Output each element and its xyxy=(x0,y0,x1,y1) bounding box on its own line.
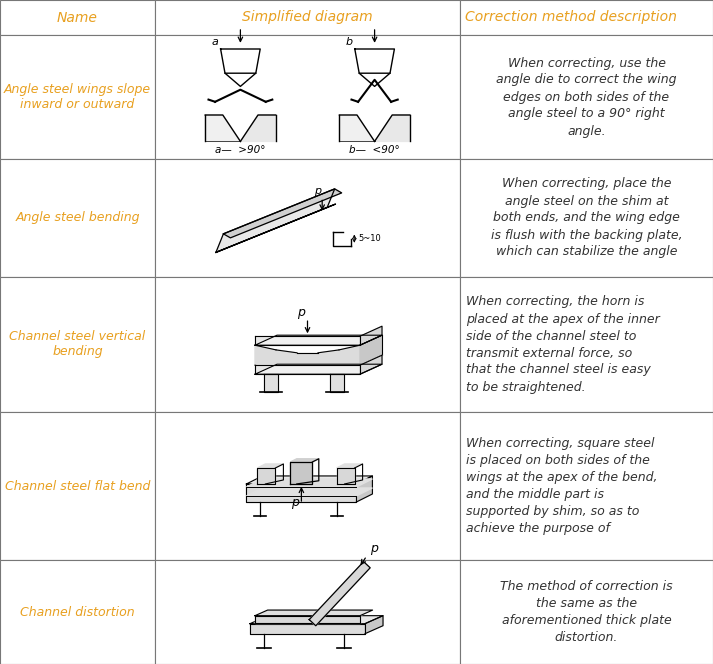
Polygon shape xyxy=(318,350,339,373)
Bar xyxy=(0,560,155,664)
Polygon shape xyxy=(257,468,275,484)
Polygon shape xyxy=(220,49,260,73)
Polygon shape xyxy=(225,73,256,86)
Polygon shape xyxy=(360,326,382,345)
Polygon shape xyxy=(359,73,390,86)
Bar xyxy=(0,277,155,412)
Text: Name: Name xyxy=(57,11,98,25)
Polygon shape xyxy=(290,462,312,484)
Polygon shape xyxy=(216,204,336,252)
Bar xyxy=(460,35,713,159)
Polygon shape xyxy=(309,562,370,625)
Polygon shape xyxy=(247,476,372,484)
Polygon shape xyxy=(355,49,394,73)
Text: When correcting, square steel
is placed on both sides of the
wings at the apex o: When correcting, square steel is placed … xyxy=(466,437,657,535)
Polygon shape xyxy=(339,115,374,141)
Text: Channel distortion: Channel distortion xyxy=(20,606,135,618)
Text: The method of correction is
the same as the
aforementioned thick plate
distortio: The method of correction is the same as … xyxy=(501,580,673,644)
Text: 5~10: 5~10 xyxy=(359,234,381,243)
Polygon shape xyxy=(365,616,383,633)
Polygon shape xyxy=(297,353,318,373)
Text: p: p xyxy=(297,306,305,319)
Polygon shape xyxy=(247,479,372,487)
Text: Angle steel bending: Angle steel bending xyxy=(15,212,140,224)
Polygon shape xyxy=(223,189,342,238)
Polygon shape xyxy=(250,616,383,623)
Bar xyxy=(0,159,155,277)
Bar xyxy=(155,277,460,412)
Text: Channel steel flat bend: Channel steel flat bend xyxy=(5,479,150,493)
Polygon shape xyxy=(247,484,356,502)
Text: When correcting, use the
angle die to correct the wing
edges on both sides of th: When correcting, use the angle die to co… xyxy=(496,56,677,137)
Polygon shape xyxy=(255,335,382,345)
Text: b—  <90°: b— <90° xyxy=(349,145,400,155)
Bar xyxy=(460,0,713,35)
Polygon shape xyxy=(250,623,365,633)
Polygon shape xyxy=(255,336,360,345)
Polygon shape xyxy=(205,115,240,141)
Polygon shape xyxy=(257,464,283,468)
Text: Channel steel vertical
bending: Channel steel vertical bending xyxy=(9,331,145,359)
Polygon shape xyxy=(255,364,382,374)
Polygon shape xyxy=(360,355,382,374)
Polygon shape xyxy=(339,345,360,370)
Polygon shape xyxy=(330,374,344,392)
Text: a: a xyxy=(212,37,219,47)
Bar xyxy=(155,412,460,560)
Bar xyxy=(460,560,713,664)
Text: Simplified diagram: Simplified diagram xyxy=(242,11,373,25)
Bar xyxy=(0,412,155,560)
Polygon shape xyxy=(255,365,360,374)
Text: Angle steel wings slope
inward or outward: Angle steel wings slope inward or outwar… xyxy=(4,83,151,111)
Polygon shape xyxy=(264,374,278,392)
Polygon shape xyxy=(247,488,372,496)
Polygon shape xyxy=(290,459,319,462)
Polygon shape xyxy=(360,335,382,365)
Polygon shape xyxy=(276,350,297,373)
Text: When correcting, the horn is
placed at the apex of the inner
side of the channel: When correcting, the horn is placed at t… xyxy=(466,295,660,394)
Polygon shape xyxy=(356,476,372,502)
Bar xyxy=(460,159,713,277)
Text: p: p xyxy=(292,496,299,509)
Polygon shape xyxy=(255,610,373,616)
Polygon shape xyxy=(337,464,363,468)
Polygon shape xyxy=(374,115,410,141)
Polygon shape xyxy=(240,115,276,141)
Bar xyxy=(0,0,155,35)
Text: a—  >90°: a— >90° xyxy=(215,145,266,155)
Bar xyxy=(0,35,155,159)
Bar xyxy=(460,277,713,412)
Polygon shape xyxy=(216,189,334,252)
Bar xyxy=(155,560,460,664)
Bar xyxy=(155,159,460,277)
Polygon shape xyxy=(255,345,276,370)
Text: p: p xyxy=(314,187,322,197)
Bar xyxy=(155,0,460,35)
Bar xyxy=(460,412,713,560)
Text: Correction method description: Correction method description xyxy=(465,11,677,25)
Text: b: b xyxy=(346,37,353,47)
Polygon shape xyxy=(337,468,354,484)
Text: p: p xyxy=(370,542,378,554)
Text: When correcting, place the
angle steel on the shim at
both ends, and the wing ed: When correcting, place the angle steel o… xyxy=(491,177,682,258)
Bar xyxy=(155,35,460,159)
Polygon shape xyxy=(255,616,360,623)
